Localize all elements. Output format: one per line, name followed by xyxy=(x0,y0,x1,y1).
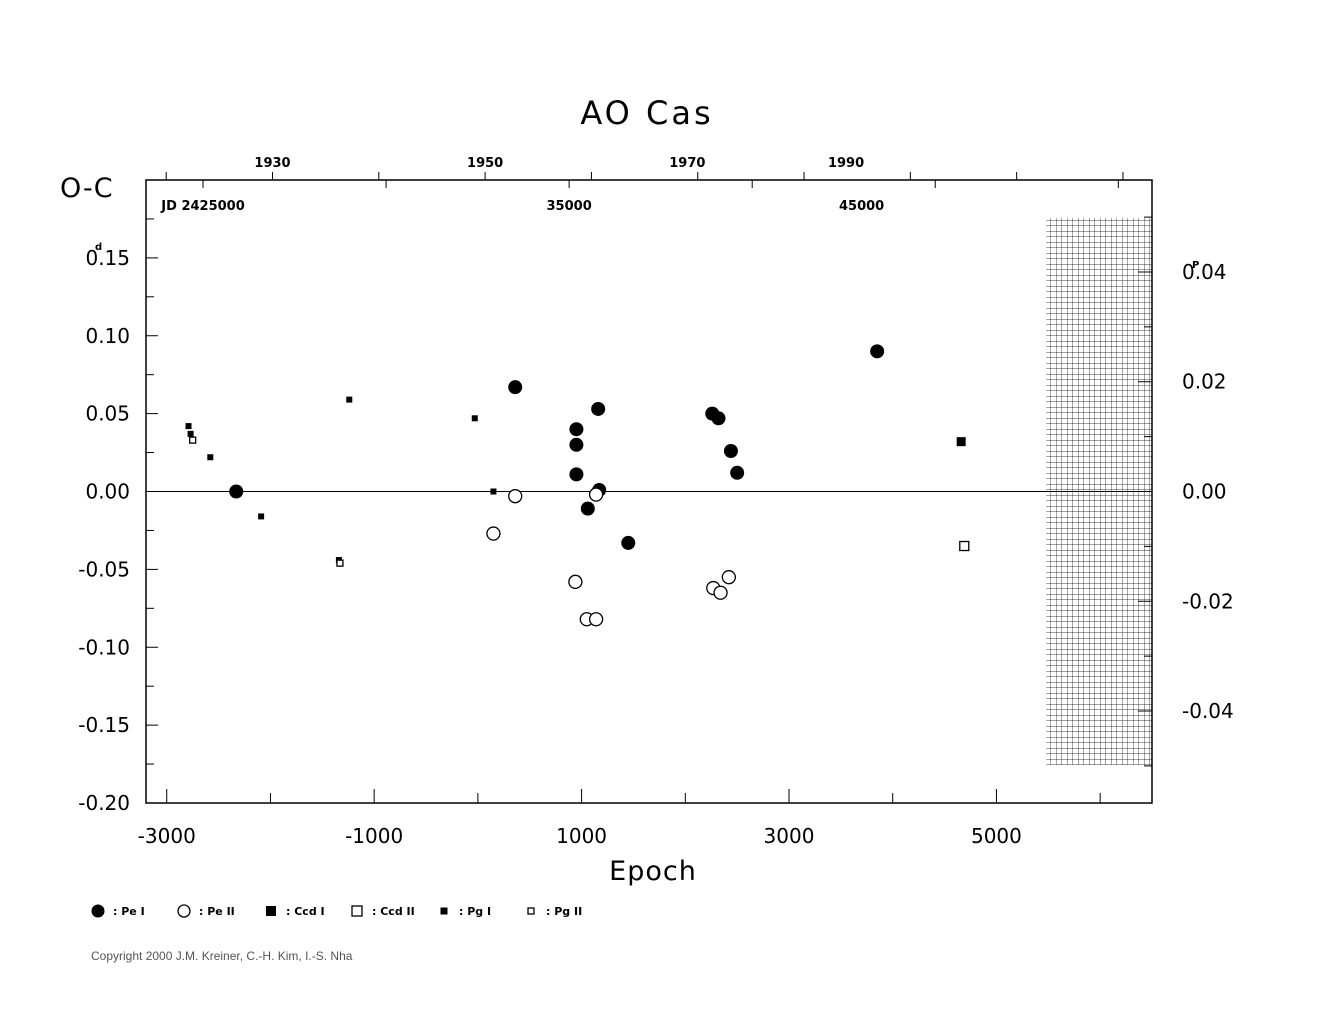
right-tick-label: 0.04 xyxy=(1182,260,1227,284)
legend-label: : Pg I xyxy=(459,905,491,918)
year-tick-label: 1990 xyxy=(828,156,864,171)
y-axis-unit: d xyxy=(95,242,102,253)
data-point xyxy=(591,401,606,416)
data-point xyxy=(568,574,583,589)
axis-ticks: 0.15 0.10 0.05 0.00 -0.05 -0.10 -0.15 -0.20 0.04… xyxy=(78,156,1234,848)
data-point xyxy=(187,430,194,437)
year-tick-label: 1970 xyxy=(669,156,705,171)
data-point xyxy=(229,484,244,499)
data-point xyxy=(490,488,497,495)
copyright-notice: Copyright 2000 J.M. Kreiner, C.-H. Kim, … xyxy=(91,949,353,963)
data-point xyxy=(713,585,728,600)
x-axis-label: Epoch xyxy=(609,856,697,887)
year-tick-label: 1930 xyxy=(254,156,290,171)
y-tick-label: 0.00 xyxy=(85,480,130,504)
data-point xyxy=(588,612,604,627)
data-point xyxy=(471,415,478,422)
data-point xyxy=(569,437,584,452)
right-tick-label: -0.04 xyxy=(1182,699,1234,723)
x-tick-label: -1000 xyxy=(345,824,403,848)
y-tick-label: 0.15 xyxy=(85,246,130,270)
data-point xyxy=(346,396,353,403)
data-point xyxy=(588,487,604,502)
data-point xyxy=(207,454,214,461)
series-ccd-i xyxy=(956,437,966,447)
data-point xyxy=(730,465,745,480)
y-tick-label: -0.10 xyxy=(78,635,130,659)
legend-marker xyxy=(266,906,276,916)
legend-label: : Pg II xyxy=(546,905,582,918)
data-point xyxy=(336,559,344,567)
series-pg-i xyxy=(185,396,497,564)
y-tick-label: -0.05 xyxy=(78,557,130,581)
series-pe-i xyxy=(229,344,885,550)
y-tick-label: -0.20 xyxy=(78,791,130,815)
data-point xyxy=(956,437,966,447)
series-ccd-ii xyxy=(959,540,970,552)
jd-tick-label: 35000 xyxy=(547,199,592,214)
right-axis-unit: P xyxy=(1192,260,1199,271)
x-tick-label: 5000 xyxy=(971,824,1022,848)
right-tick-label: 0.02 xyxy=(1182,370,1227,394)
data-point xyxy=(189,436,197,444)
data-point xyxy=(711,411,726,426)
data-point xyxy=(959,540,970,552)
data-points xyxy=(185,344,970,627)
y-tick-label: 0.10 xyxy=(85,324,130,348)
legend: : Pe I : Pe II : Ccd I : Ccd II : Pg I : Pg I… xyxy=(91,904,582,918)
x-tick-label: -3000 xyxy=(138,824,196,848)
series-pg-ii xyxy=(189,436,344,567)
legend-marker xyxy=(440,907,448,915)
jd-tick-label: JD 2425000 xyxy=(160,199,244,214)
legend-marker xyxy=(91,904,105,918)
chart-title: AO Cas xyxy=(580,94,713,132)
y-axis-label: O-C xyxy=(60,173,114,204)
legend-label: : Pe I xyxy=(113,905,145,918)
legend-marker xyxy=(527,907,535,915)
right-tick-label: -0.02 xyxy=(1182,589,1234,613)
jd-tick-label: 45000 xyxy=(839,199,884,214)
data-point xyxy=(185,423,192,430)
data-point xyxy=(723,444,738,459)
data-point xyxy=(870,344,885,359)
y-tick-label: 0.05 xyxy=(85,402,130,426)
year-tick-label: 1950 xyxy=(467,156,503,171)
x-tick-label: 3000 xyxy=(764,824,815,848)
data-point xyxy=(621,535,636,550)
data-point xyxy=(721,570,737,585)
data-point xyxy=(569,422,584,437)
data-point xyxy=(580,501,595,516)
data-point xyxy=(258,513,265,520)
data-point xyxy=(569,467,584,482)
x-tick-label: 1000 xyxy=(556,824,607,848)
legend-label: : Ccd I xyxy=(286,905,325,918)
series-pe-ii xyxy=(486,487,737,627)
legend-marker xyxy=(177,904,191,918)
data-point xyxy=(508,489,523,504)
legend-label: : Ccd II xyxy=(372,905,415,918)
right-tick-label: 0.00 xyxy=(1182,480,1227,504)
legend-marker xyxy=(351,905,363,917)
legend-label: : Pe II xyxy=(199,905,235,918)
data-point xyxy=(508,380,523,395)
data-point xyxy=(486,526,501,541)
y-tick-label: -0.15 xyxy=(78,713,130,737)
